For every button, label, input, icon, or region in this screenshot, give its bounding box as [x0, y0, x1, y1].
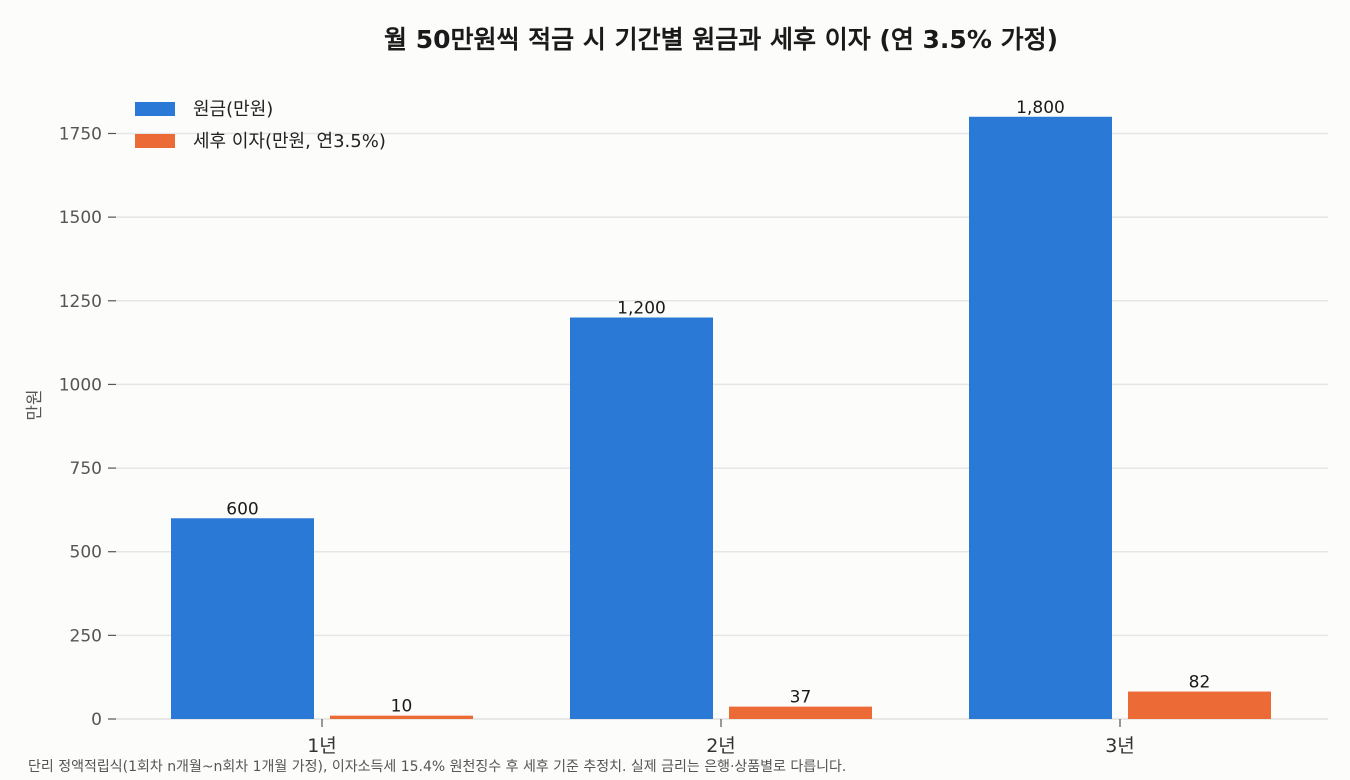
y-tick-label: 1250 [59, 292, 102, 312]
footnote: 단리 정액적립식(1회차 n개월~n회차 1개월 가정), 이자소득세 15.4… [28, 759, 847, 775]
y-axis: 0 250 500 750 1000 1250 1500 1750 [59, 124, 116, 730]
data-label: 1,800 [1016, 98, 1065, 118]
bar [570, 317, 713, 719]
legend-swatch [135, 102, 175, 116]
bar [1128, 691, 1271, 719]
y-tick-label: 250 [70, 626, 102, 646]
y-tick-label: 0 [91, 710, 102, 730]
x-axis: 1년 2년 3년 [307, 719, 1135, 757]
bar [330, 715, 473, 719]
x-tick-label: 3년 [1105, 735, 1135, 757]
x-tick-label: 2년 [706, 735, 736, 757]
data-label: 82 [1189, 673, 1211, 693]
y-tick-label: 750 [70, 459, 102, 479]
bar [969, 116, 1112, 719]
data-label: 1,200 [617, 299, 666, 319]
x-tick-label: 1년 [307, 735, 337, 757]
y-axis-label: 만원 [25, 389, 45, 420]
legend-entry: 원금(만원) [193, 99, 273, 120]
chart-title: 월 50만원씩 적금 시 기간별 원금과 세후 이자 (연 3.5% 가정) [384, 25, 1058, 54]
bars: 600 10 1,200 37 1,800 82 [171, 98, 1271, 719]
y-tick-label: 1500 [59, 208, 102, 228]
data-label: 37 [790, 688, 812, 708]
bar [171, 518, 314, 719]
bar [729, 706, 872, 719]
legend: 원금(만원) 세후 이자(만원, 연3.5%) [135, 99, 386, 152]
legend-entry: 세후 이자(만원, 연3.5%) [193, 131, 386, 152]
y-tick-label: 1750 [59, 124, 102, 144]
gridlines [116, 132, 1328, 637]
data-label: 10 [391, 697, 413, 717]
legend-swatch [135, 134, 175, 148]
y-tick-label: 1000 [59, 375, 102, 395]
data-label: 600 [226, 499, 258, 519]
y-tick-label: 500 [70, 543, 102, 563]
